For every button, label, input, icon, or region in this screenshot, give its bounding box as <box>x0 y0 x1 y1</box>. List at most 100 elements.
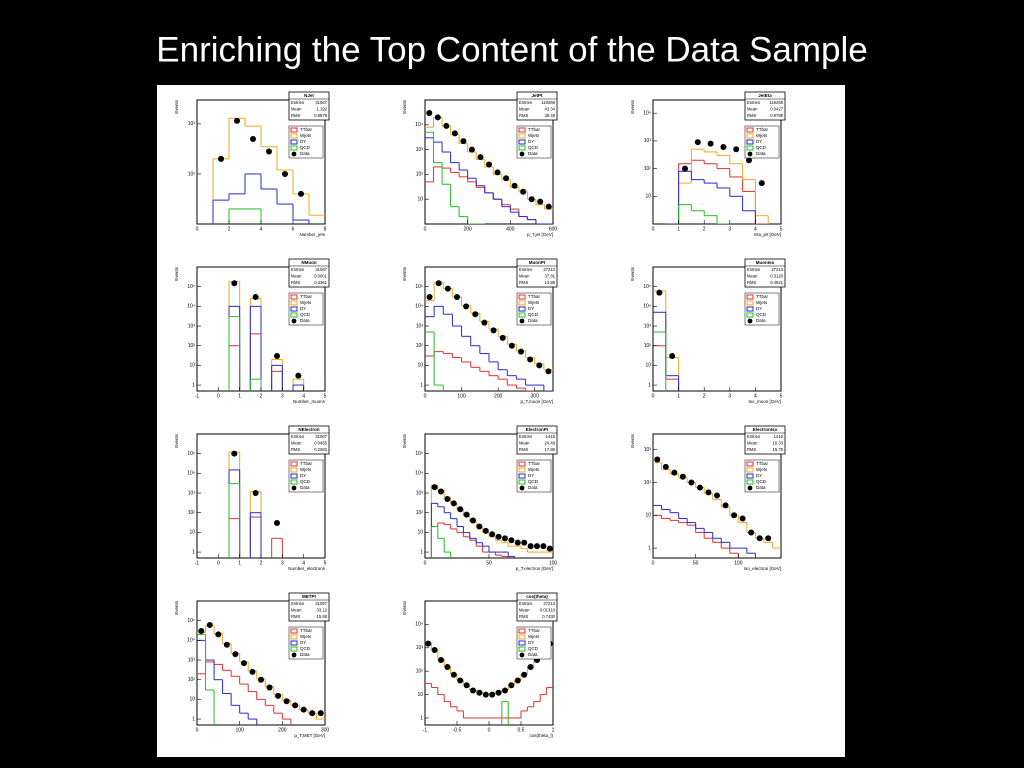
x-tick-label: 3 <box>281 560 284 566</box>
stat-box <box>288 592 330 622</box>
data-point <box>476 523 483 530</box>
data-point <box>688 479 695 486</box>
data-point <box>671 469 678 476</box>
x-tick-label: 2 <box>260 560 263 566</box>
legend-swatch <box>291 652 297 658</box>
y-tick-label: 10⁵ <box>187 618 195 624</box>
y-tick-label: 10⁴ <box>415 622 423 628</box>
legend-label: TTbar <box>300 628 313 633</box>
stat-label: Mean <box>291 274 302 279</box>
data-point <box>508 537 515 544</box>
x-tick-label: 1 <box>238 560 241 566</box>
x-tick-label: 50 <box>486 560 492 566</box>
data-point <box>511 182 518 189</box>
y-tick-label: 10³ <box>188 121 196 127</box>
legend-label: Data <box>528 652 538 657</box>
y-tick-label: 10² <box>188 343 196 349</box>
stat-value: 13.88 <box>545 280 556 285</box>
y-axis-label: Events <box>630 99 635 114</box>
data-point <box>425 640 432 647</box>
data-point <box>231 450 238 457</box>
stat-box-title: MuonPt <box>529 260 546 265</box>
legend-label: Wjets <box>528 467 540 472</box>
data-point <box>536 362 543 369</box>
data-point <box>249 668 256 675</box>
x-tick-label: 100 <box>549 560 558 566</box>
data-point <box>250 135 256 142</box>
stat-box <box>516 592 558 622</box>
data-point <box>463 682 470 689</box>
data-point <box>765 535 772 542</box>
legend-swatch <box>518 628 526 634</box>
data-point <box>499 334 506 341</box>
stat-label: Entries <box>747 267 760 272</box>
x-axis-label: p_T,muon [GeV] <box>520 399 553 404</box>
data-point <box>534 543 540 550</box>
legend-label: TTbar <box>528 294 541 299</box>
stat-label: Mean <box>747 274 758 279</box>
stat-box-title: JetEta <box>758 93 772 98</box>
data-point <box>494 169 501 176</box>
y-tick-label: 10⁵ <box>187 284 195 290</box>
data-point <box>463 511 470 518</box>
stat-label: RMS <box>519 113 529 118</box>
legend-swatch <box>290 127 298 133</box>
x-tick-label: 50 <box>693 560 699 566</box>
stat-label: Mean <box>519 608 530 613</box>
stat-value: 10.33 <box>773 441 784 446</box>
legend-label: Data <box>300 151 310 156</box>
data-point <box>503 175 510 182</box>
x-tick-label: 200 <box>494 393 503 399</box>
data-point <box>232 651 239 658</box>
data-point <box>298 190 304 197</box>
data-point <box>748 529 755 536</box>
data-point <box>309 710 316 717</box>
stat-box <box>288 258 330 288</box>
stat-value: 38.49 <box>545 113 556 118</box>
slide-title: Enriching the Top Content of the Data Sa… <box>156 30 867 69</box>
stat-value: 37.81 <box>545 274 556 279</box>
data-point <box>434 114 441 121</box>
y-tick-label: 10² <box>644 480 652 486</box>
data-point <box>739 515 746 522</box>
x-tick-label: 2 <box>228 226 231 232</box>
data-point <box>438 488 444 495</box>
stat-value: 17.88 <box>545 447 556 452</box>
legend-label: Wjets <box>756 467 768 472</box>
data-point <box>527 664 534 671</box>
x-tick-label: 0 <box>217 560 220 566</box>
x-tick-label: 0 <box>217 393 220 399</box>
data-point <box>274 353 280 360</box>
legend-label: TTbar <box>756 127 769 132</box>
data-point <box>758 180 765 187</box>
plot-frame <box>652 266 782 392</box>
stat-box-title: ElectronPt <box>526 427 549 432</box>
legend-label: DY <box>756 306 762 311</box>
data-point <box>435 280 442 287</box>
stat-label: RMS <box>519 614 529 619</box>
y-axis-label: Events <box>630 433 635 448</box>
plot-area <box>425 109 553 224</box>
legend-label: Data <box>756 151 766 156</box>
data-point <box>656 289 663 296</box>
stat-value: 1.192 <box>317 107 328 112</box>
x-tick-label: 100 <box>734 560 743 566</box>
plot-area <box>653 289 680 391</box>
data-point <box>426 293 433 300</box>
legend-label: Data <box>300 485 310 490</box>
legend-label: Data <box>300 652 310 657</box>
stat-label: RMS <box>291 113 301 118</box>
legend-label: Data <box>756 318 766 323</box>
legend-label: Data <box>528 485 538 490</box>
x-axis-label: Number_electrons <box>288 566 326 571</box>
data-point <box>292 702 299 709</box>
y-tick-label: 10³ <box>188 490 196 496</box>
y-tick-label: 10² <box>188 171 196 177</box>
x-axis-label: Iso_electron [GeV] <box>744 566 781 571</box>
stat-box <box>288 425 330 455</box>
y-tick-label: 10² <box>416 669 424 675</box>
